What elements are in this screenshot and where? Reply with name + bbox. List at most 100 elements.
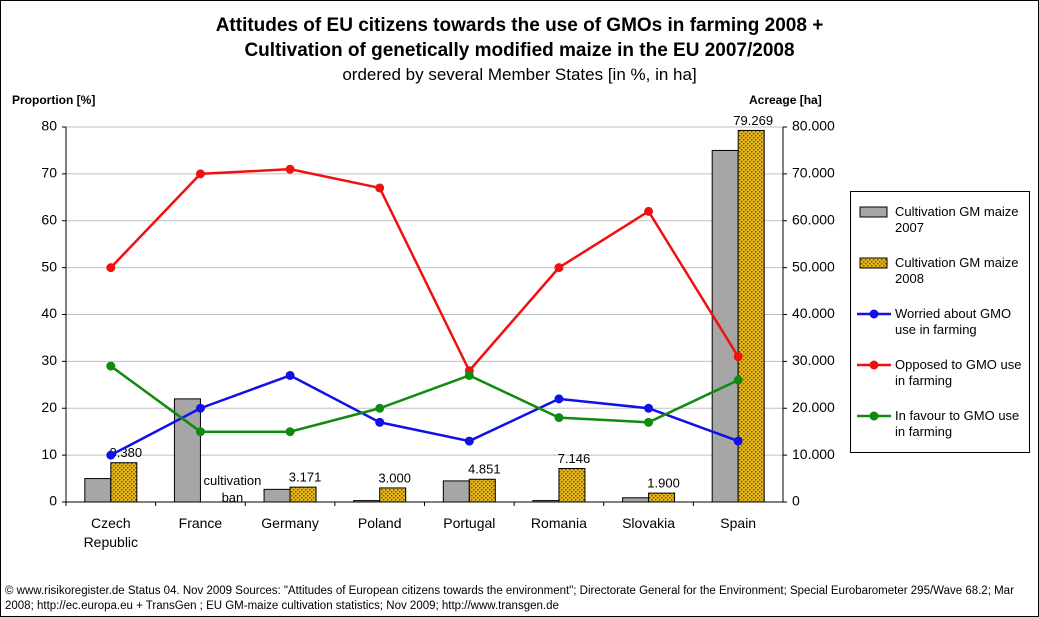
legend-entry: Cultivation GM maize 2008 [857,255,1027,287]
y2-tick-label: 50.000 [792,258,835,274]
bar [532,500,560,503]
marker [375,183,385,193]
data-label: 7.146 [558,451,591,466]
marker [106,450,116,460]
data-label: 3.171 [289,470,322,485]
y2-tick-label: 80.000 [792,118,835,134]
data-label: 79.269 [733,113,773,128]
bar [622,497,650,503]
marker [375,403,385,413]
bar [353,500,381,503]
y-tick-label: 60 [41,211,57,227]
bar [263,488,291,503]
marker [464,436,474,446]
x-tick-label: France [178,515,223,531]
annotation: cultivation ban [203,473,262,505]
y2-tick-label: 0 [792,493,800,509]
x-tick-label: Romania [530,515,587,531]
bar [558,468,586,503]
data-label: 1.900 [647,476,680,491]
legend-entry: In favour to GMO use in farming [857,408,1027,440]
legend-marker [869,411,879,421]
marker [106,263,116,273]
chart-subtitle: ordered by several Member States [in %, … [342,65,697,84]
marker [285,427,295,437]
y2-tick-label: 10.000 [792,446,835,462]
y2-tick-label: 30.000 [792,352,835,368]
x-tick-label: Poland [357,515,402,531]
legend-label: In favour to GMO use in farming [895,408,1020,439]
y2-axis-label: Acreage [ha] [749,93,822,107]
y-tick-label: 40 [41,305,57,321]
legend-label: Cultivation GM maize 2007 [895,204,1019,235]
marker [106,361,116,371]
legend-symbol [857,360,891,370]
series-line [110,374,739,457]
marker [464,370,474,380]
series-line [109,167,740,373]
x-tick-label: Portugal [443,515,496,531]
legend-entry: Cultivation GM maize 2007 [857,204,1027,236]
legend-label: Cultivation GM maize 2008 [895,255,1019,286]
y-tick-label: 10 [41,446,57,462]
marker [644,417,654,427]
y2-tick-label: 60.000 [792,211,835,227]
legend-marker [869,309,879,319]
marker [554,263,564,273]
y2-tick-label: 40.000 [792,305,835,321]
legend-label: Opposed to GMO use in farming [895,357,1022,388]
marker [195,427,205,437]
marker [375,417,385,427]
legend-symbol [859,206,888,218]
bar [289,486,317,503]
y-axis-label: Proportion [%] [12,93,96,107]
legend-marker [869,360,879,370]
bar [648,492,676,503]
bar [110,462,138,503]
y-tick-label: 50 [41,258,57,274]
marker [285,370,295,380]
data-label: 8.380 [110,445,143,460]
marker [195,169,205,179]
legend-swatch [859,257,888,269]
bar [442,480,470,503]
y-tick-label: 70 [41,165,57,181]
series-line [110,365,739,433]
x-tick-label: Spain [720,515,757,531]
source-note: © www.risikoregister.de Status 04. Nov 2… [5,585,1014,612]
y-tick-label: 30 [41,352,57,368]
y2-tick-label: 20.000 [792,399,835,415]
bar [84,478,112,503]
x-tick-label: Slovakia [622,515,676,531]
marker [644,403,654,413]
bar [379,487,407,503]
chart-title: Attitudes of EU citizens towards the use… [215,15,824,36]
bar [468,478,496,503]
data-label: 3.000 [378,470,411,485]
legend-entry: Opposed to GMO use in farming [857,357,1027,389]
legend-entry: Worried about GMO use in farming [857,306,1027,338]
marker [195,403,205,413]
x-tick-label: Germany [261,515,319,531]
legend-label: Worried about GMO use in farming [895,306,1012,337]
legend-symbol [857,309,891,319]
marker [554,413,564,423]
marker [733,375,743,385]
bar [711,149,739,503]
y-tick-label: 0 [49,493,57,509]
legend: Cultivation GM maize 2007 Cultivation GM … [850,191,1030,453]
marker [733,436,743,446]
y2-tick-label: 70.000 [792,165,835,181]
x-tick-label: Czech Republic [83,515,139,550]
data-label: 4.851 [468,462,501,477]
y-tick-label: 80 [41,118,57,134]
marker [554,394,564,404]
chart-title: Cultivation of genetically modified maiz… [244,40,795,61]
bar [737,129,765,503]
legend-swatch [859,206,888,218]
legend-symbol [859,257,888,269]
marker [733,352,743,362]
marker [285,164,295,174]
